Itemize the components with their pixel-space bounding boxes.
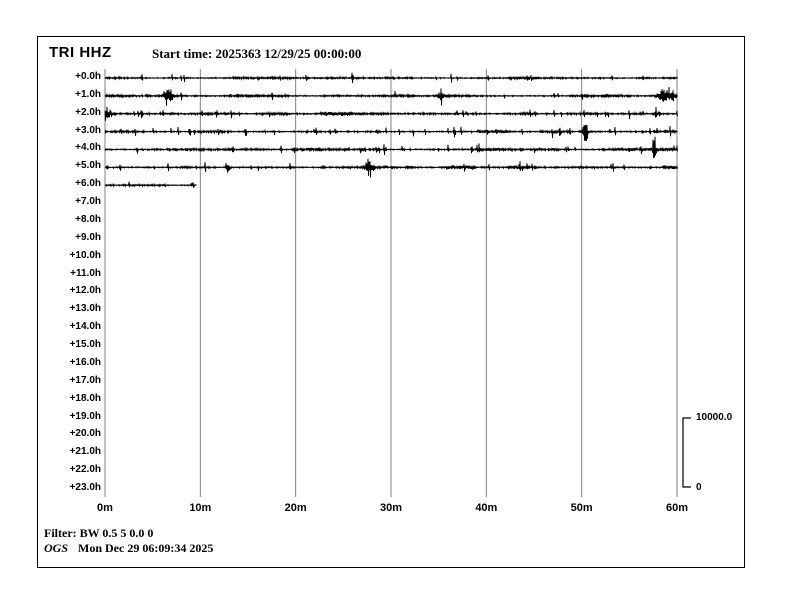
row-label-+6.0h: +6.0h <box>75 178 101 190</box>
footer-credit-line: OGS Mon Dec 29 06:09:34 2025 <box>44 541 213 556</box>
trace-row-+6.0h <box>104 181 197 189</box>
row-label-+14.0h: +14.0h <box>69 321 101 333</box>
x-tick-label-20m: 20m <box>284 502 307 514</box>
row-label-+18.0h: +18.0h <box>69 392 101 404</box>
trace-row-+2.0h <box>104 106 678 121</box>
row-label-+11.0h: +11.0h <box>70 267 101 279</box>
start-time-label: Start time: 2025363 12/29/25 00:00:00 <box>152 46 362 61</box>
filter-label: Filter: BW 0.5 5 0.0 0 <box>44 526 154 540</box>
row-label-+10.0h: +10.0h <box>69 249 101 261</box>
amplitude-scale-min-label: 0 <box>696 482 702 493</box>
x-tick-label-0m: 0m <box>97 502 113 514</box>
row-label-+12.0h: +12.0h <box>69 285 101 297</box>
x-tick-label-30m: 30m <box>379 502 403 514</box>
x-tick-label-10m: 10m <box>189 502 212 514</box>
row-label-+16.0h: +16.0h <box>69 356 101 368</box>
x-tick-label-40m: 40m <box>475 502 498 514</box>
row-label-+23.0h: +23.0h <box>69 482 101 493</box>
trace-row-+3.0h <box>104 124 678 142</box>
row-label-+15.0h: +15.0h <box>69 339 101 351</box>
row-label-+22.0h: +22.0h <box>69 464 101 476</box>
amplitude-scale-bracket <box>682 417 691 488</box>
row-label-+8.0h: +8.0h <box>75 213 101 225</box>
row-label-+5.0h: +5.0h <box>75 160 101 172</box>
x-tick-label-60m: 60m <box>665 502 689 514</box>
x-tick-label-50m: 50m <box>570 502 593 514</box>
amplitude-scale-max-label: 10000.0 <box>696 412 733 423</box>
trace-row-+1.0h <box>104 86 678 106</box>
row-label-+9.0h: +9.0h <box>75 231 101 243</box>
row-label-+4.0h: +4.0h <box>75 142 101 154</box>
trace-row-+0.0h <box>104 72 678 84</box>
row-label-+13.0h: +13.0h <box>69 303 101 315</box>
render-timestamp-label: Mon Dec 29 06:09:34 2025 <box>78 541 214 555</box>
row-label-+19.0h: +19.0h <box>69 410 101 422</box>
row-label-+20.0h: +20.0h <box>69 428 101 440</box>
row-label-+2.0h: +2.0h <box>75 106 101 118</box>
row-label-+21.0h: +21.0h <box>69 446 101 458</box>
trace-row-+4.0h <box>104 136 678 159</box>
org-label: OGS <box>44 541 69 555</box>
row-label-+7.0h: +7.0h <box>75 196 101 208</box>
row-label-+17.0h: +17.0h <box>69 374 101 386</box>
row-label-+3.0h: +3.0h <box>75 124 101 136</box>
station-title: TRI HHZ <box>49 44 112 61</box>
row-label-+0.0h: +0.0h <box>75 71 101 82</box>
row-label-+1.0h: +1.0h <box>75 88 101 100</box>
trace-row-+5.0h <box>104 158 678 178</box>
